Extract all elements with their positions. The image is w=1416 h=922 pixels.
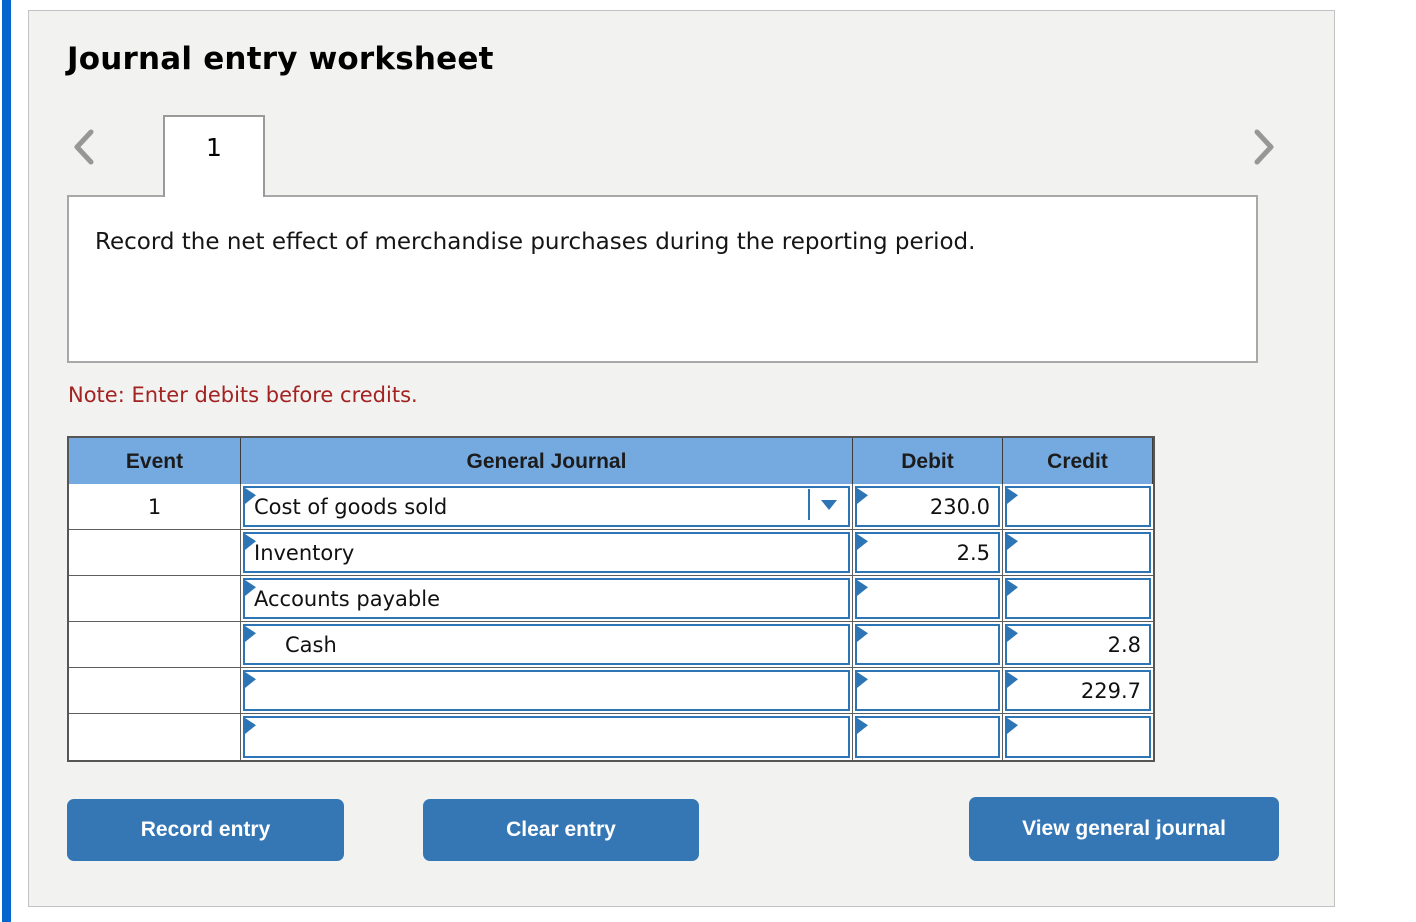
credit-cell <box>1003 576 1153 622</box>
column-header-general-journal: General Journal <box>241 438 853 488</box>
account-name: Accounts payable <box>254 586 440 611</box>
debit-cell: 230.0 <box>853 484 1003 530</box>
journal-table: Event General Journal Debit Credit 1 Cos… <box>67 436 1155 762</box>
column-header-debit: Debit <box>853 438 1003 488</box>
record-entry-button[interactable]: Record entry <box>67 799 344 861</box>
credit-cell: 229.7 <box>1003 668 1153 714</box>
account-name: Cash <box>285 632 337 657</box>
event-cell <box>69 530 241 576</box>
clear-entry-button[interactable]: Clear entry <box>423 799 699 861</box>
credit-input[interactable]: 2.8 <box>1005 624 1151 665</box>
credit-cell <box>1003 714 1153 760</box>
credit-input[interactable] <box>1005 532 1151 573</box>
event-cell <box>69 714 241 760</box>
chevron-right-icon <box>1254 129 1274 165</box>
credit-value: 229.7 <box>1080 678 1141 703</box>
account-name: Inventory <box>254 540 355 565</box>
account-name: Cost of goods sold <box>254 494 448 519</box>
debit-cell <box>853 622 1003 668</box>
cell-flag-icon <box>1007 488 1018 504</box>
debit-cell <box>853 576 1003 622</box>
account-input[interactable] <box>243 670 850 711</box>
account-cell: Cash <box>241 622 853 668</box>
debit-value: 230.0 <box>929 494 990 519</box>
account-dropdown[interactable] <box>808 489 848 520</box>
credit-input[interactable]: 229.7 <box>1005 670 1151 711</box>
debit-input[interactable] <box>855 624 1000 665</box>
cell-flag-icon <box>245 672 256 688</box>
cell-flag-icon <box>1007 718 1018 734</box>
debit-cell: 2.5 <box>853 530 1003 576</box>
account-input[interactable]: Cost of goods sold <box>243 486 850 527</box>
prev-transaction-button[interactable] <box>69 127 99 167</box>
next-transaction-button[interactable] <box>1249 127 1279 167</box>
cell-flag-icon <box>857 672 868 688</box>
credit-input[interactable] <box>1005 716 1151 758</box>
account-cell: Cost of goods sold <box>241 484 853 530</box>
account-cell: Accounts payable <box>241 576 853 622</box>
caret-down-icon <box>821 499 837 510</box>
instruction-box: Record the net effect of merchandise pur… <box>67 195 1258 363</box>
cell-flag-icon <box>1007 580 1018 596</box>
credit-cell <box>1003 484 1153 530</box>
cell-flag-icon <box>1007 534 1018 550</box>
account-input[interactable]: Cash <box>243 624 850 665</box>
account-input[interactable] <box>243 716 850 758</box>
credit-cell <box>1003 530 1153 576</box>
account-input[interactable]: Accounts payable <box>243 578 850 619</box>
account-cell <box>241 714 853 760</box>
transaction-tab-label: 1 <box>206 133 222 162</box>
account-cell <box>241 668 853 714</box>
cell-flag-icon <box>245 718 256 734</box>
credit-input[interactable] <box>1005 578 1151 619</box>
page-title: Journal entry worksheet <box>67 41 494 77</box>
transaction-tab-1[interactable]: 1 <box>163 115 265 197</box>
debit-input[interactable] <box>855 578 1000 619</box>
column-header-credit: Credit <box>1003 438 1153 488</box>
chevron-left-icon <box>74 129 94 165</box>
credit-cell: 2.8 <box>1003 622 1153 668</box>
event-cell <box>69 622 241 668</box>
credit-value: 2.8 <box>1107 632 1141 657</box>
debit-cell <box>853 668 1003 714</box>
debit-cell <box>853 714 1003 760</box>
credit-input[interactable] <box>1005 486 1151 527</box>
cell-flag-icon <box>857 580 868 596</box>
scroll-stripe[interactable] <box>2 0 11 922</box>
column-header-event: Event <box>69 438 241 488</box>
debit-input[interactable]: 230.0 <box>855 486 1000 527</box>
event-cell <box>69 576 241 622</box>
event-cell <box>69 668 241 714</box>
note-text: Note: Enter debits before credits. <box>68 383 418 407</box>
account-input[interactable]: Inventory <box>243 532 850 573</box>
instruction-text: Record the net effect of merchandise pur… <box>95 229 976 255</box>
debit-value: 2.5 <box>956 540 990 565</box>
debit-input[interactable]: 2.5 <box>855 532 1000 573</box>
event-cell: 1 <box>69 484 241 530</box>
debit-input[interactable] <box>855 670 1000 711</box>
view-general-journal-button[interactable]: View general journal <box>969 797 1279 861</box>
debit-input[interactable] <box>855 716 1000 758</box>
account-cell: Inventory <box>241 530 853 576</box>
cell-flag-icon <box>857 718 868 734</box>
worksheet-panel: Journal entry worksheet 1 Record the net… <box>28 10 1335 907</box>
cell-flag-icon <box>857 626 868 642</box>
